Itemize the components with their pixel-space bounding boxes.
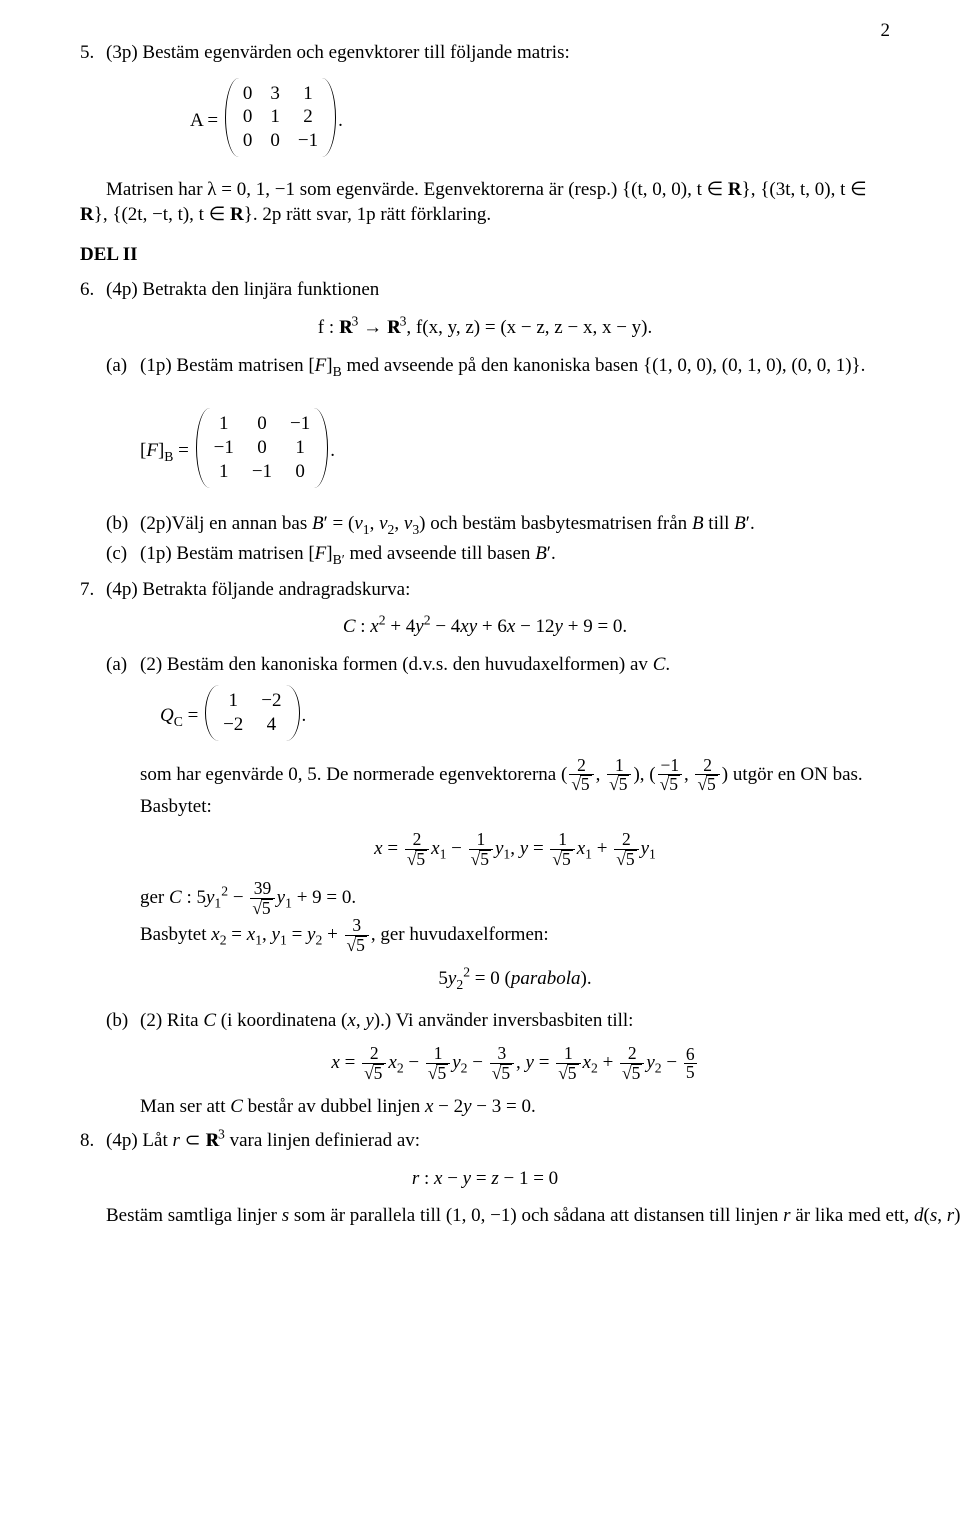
problem-6a-text: (1p) Bestäm matrisen [F]B med avseende p… [140,353,890,379]
problem-8-paragraph: Bestäm samtliga linjer s som är parallel… [106,1203,890,1229]
problem-5: 5. (3p) Bestäm egenvärden och egenvktore… [80,40,890,66]
dot: . [330,440,335,461]
blackboard-R: R [339,315,352,341]
m: 1 [289,82,327,106]
problem-6a: (a) (1p) Bestäm matrisen [F]B med avseen… [106,353,890,379]
m: 0 [234,82,262,106]
problem-6b-label: (b) [106,511,140,537]
problem-7-curve: C : x2 + 4y2 − 4xy + 6x − 12y + 9 = 0. [80,614,890,640]
problem-7a-body: (2) Bestäm den kanoniska formen (d.v.s. … [140,652,890,1004]
t: ), ( [633,763,655,784]
problem-8: 8. (4p) Låt r ⊂ R3 vara linjen definiera… [80,1128,890,1154]
m: 3 [261,82,289,106]
problem-6b-text: (2p)Välj en annan bas B′ = (v1, v2, v3) … [140,511,890,537]
page: 2 5. (3p) Bestäm egenvärden och egenvkto… [0,0,960,1526]
t: ) utgör en ON bas. [722,763,863,784]
basbytet2-line: Basbytet x2 = x1, y1 = y2 + 35, ger huvu… [140,917,890,954]
problem-7-label: 7. [80,577,106,603]
problem-8-body: (4p) Låt r ⊂ R3 vara linjen definierad a… [106,1128,890,1154]
parabola-eq: 5y22 = 0 (parabola). [140,966,890,992]
problem-7a-text: (2) Bestäm den kanoniska formen (d.v.s. … [140,652,890,678]
basbytet-label: Basbytet: [140,794,890,820]
problem-7b: (b) (2) Rita C (i koordinatena (x, y).) … [106,1008,890,1120]
m: 0 [243,412,281,436]
problem-6-body: (4p) Betrakta den linjära funktionen [106,277,890,303]
problem-7b-body: (2) Rita C (i koordinatena (x, y).) Vi a… [140,1008,890,1120]
problem-7-prompt: (4p) Betrakta följande andragradskurva: [106,577,890,603]
m: 1 [281,436,319,460]
problem-7-body: (4p) Betrakta följande andragradskurva: [106,577,890,603]
matrix-A: 031 012 00−1 [225,78,336,165]
problem-6-FB-matrix: [F]B = 10−1 −101 1−10 . [140,408,890,495]
m: −2 [252,689,290,713]
set-R: R [230,204,244,225]
problem-6b: (b) (2p)Välj en annan bas B′ = (v1, v2, … [106,511,890,537]
dot: . [338,109,343,130]
m: 0 [234,105,262,129]
m: 0 [281,460,319,484]
m: −1 [205,436,243,460]
t: }. 2p rätt svar, 1p rätt förklaring. [244,204,491,225]
matrix-FB: 10−1 −101 1−10 [196,408,329,495]
m: 1 [205,460,243,484]
problem-8-label: 8. [80,1128,106,1154]
QC-lhs: QC = [160,705,203,726]
t: → [358,317,387,338]
t: Matrisen har λ = 0, 1, −1 som egenvärde.… [106,179,728,200]
problem-6-label: 6. [80,277,106,303]
m: −1 [243,460,281,484]
problem-7b-text: (2) Rita C (i koordinatena (x, y).) Vi a… [140,1008,890,1034]
problem-6c-label: (c) [106,541,140,567]
dot: . [302,705,307,726]
problem-6-map: f : R3 → R3, f(x, y, z) = (x − z, z − x,… [80,315,890,341]
problem-6c: (c) (1p) Bestäm matrisen [F]B′ med avsee… [106,541,890,567]
problem-8-line-eq: r : x − y = z − 1 = 0 [80,1166,890,1192]
m: 0 [234,129,262,153]
problem-6-prompt: (4p) Betrakta den linjära funktionen [106,277,890,303]
t: f : [318,317,339,338]
problem-6: 6. (4p) Betrakta den linjära funktionen [80,277,890,303]
page-number: 2 [881,18,891,44]
problem-7: 7. (4p) Betrakta följande andragradskurv… [80,577,890,603]
problem-5-result-row2: R}, {(2t, −t, t), t ∈ R}. 2p rätt svar, … [80,202,890,228]
problem-5-matrix: A = 031 012 00−1 . [190,78,890,165]
problem-7b-conclusion: Man ser att C består av dubbel linjen x … [140,1094,890,1120]
problem-5-prompt: (3p) Bestäm egenvärden och egenvktorer t… [106,40,890,66]
t: som har egenvärde 0, 5. De normerade ege… [140,763,567,784]
problem-5-result-row1: Matrisen har λ = 0, 1, −1 som egenvärde.… [106,177,890,203]
t: }, {(2t, −t, t), t ∈ [94,204,230,225]
set-R: R [728,179,742,200]
QC-matrix: QC = 1−2 −24 . [160,685,890,748]
gerC-line: ger C : 5y12 − 395y1 + 9 = 0. [140,880,890,917]
m: −2 [214,713,252,737]
problem-6c-text: (1p) Bestäm matrisen [F]B′ med avseende … [140,541,890,567]
m: −1 [289,129,327,153]
problem-7b-label: (b) [106,1008,140,1120]
problem-5-label: 5. [80,40,106,66]
m: −1 [281,412,319,436]
t: }, {(3t, t, 0), t ∈ [742,179,867,200]
section-del-2: DEL II [80,242,890,268]
matrix-QC: 1−2 −24 [205,685,299,748]
m: 0 [261,129,289,153]
t: , f(x, y, z) = (x − z, z − x, x − y). [406,317,652,338]
set-R: R [80,204,94,225]
m: 0 [243,436,281,460]
inverse-eq: x = 25x2 − 15y2 − 35, y = 15x2 + 25y2 − … [140,1045,890,1082]
m: 1 [214,689,252,713]
FB-lhs: [F]B = [140,440,194,461]
problem-7a: (a) (2) Bestäm den kanoniska formen (d.v… [106,652,890,1004]
m: 1 [261,105,289,129]
problem-7a-label: (a) [106,652,140,1004]
m: 2 [289,105,327,129]
m: 1 [205,412,243,436]
problem-5-body: (3p) Bestäm egenvärden och egenvktorer t… [106,40,890,66]
xy-change-eq: x = 25x1 − 15y1, y = 15x1 + 25y1 [140,831,890,868]
m: 4 [252,713,290,737]
problem-6a-label: (a) [106,353,140,379]
problem-8-prompt: (4p) Låt r ⊂ R3 vara linjen definierad a… [106,1128,890,1154]
problem-7a-eigtext: som har egenvärde 0, 5. De normerade ege… [140,757,890,794]
blackboard-R: R [387,315,400,341]
matrix-A-lhs: A = [190,109,218,130]
